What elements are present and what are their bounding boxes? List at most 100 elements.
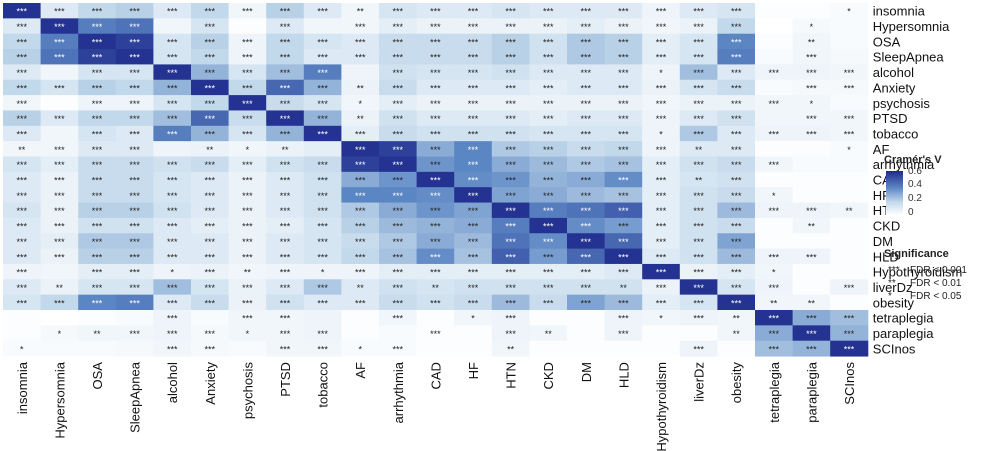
heatmap-cell (454, 279, 493, 296)
heatmap-cell (416, 310, 455, 326)
significance-mark: *** (280, 99, 291, 109)
heatmap-cell (792, 187, 831, 204)
significance-mark: *** (731, 129, 742, 139)
significance-mark: ** (620, 283, 628, 293)
significance-mark: *** (393, 191, 404, 201)
heatmap-cell (529, 248, 568, 265)
heatmap-cell (454, 33, 493, 50)
significance-mark: *** (167, 83, 178, 93)
heatmap-cell (40, 187, 79, 204)
significance-mark: *** (430, 53, 441, 63)
heatmap-cell (792, 110, 831, 127)
significance-mark: *** (505, 129, 516, 139)
significance-mark: *** (468, 237, 479, 247)
heatmap-cell (266, 64, 305, 81)
heatmap-cell (792, 156, 831, 173)
heatmap-cell (78, 156, 117, 173)
heatmap-cell (303, 187, 342, 204)
significance-mark: *** (280, 268, 291, 278)
heatmap-cell (642, 156, 681, 173)
heatmap-cell (679, 95, 718, 111)
column-label: SCInos (842, 362, 857, 405)
significance-mark: *** (693, 252, 704, 262)
significance-mark: *** (468, 99, 479, 109)
heatmap-cell (529, 33, 568, 50)
significance-mark: *** (17, 114, 28, 124)
heatmap-cell (491, 79, 530, 96)
heatmap-cell (642, 325, 681, 342)
significance-mark: *** (769, 329, 780, 339)
heatmap-cell (642, 294, 681, 311)
heatmap-cell (191, 3, 230, 19)
row-label: obesity (873, 295, 915, 310)
heatmap-cell (153, 217, 192, 234)
significance-mark: *** (393, 114, 404, 124)
heatmap-cell (755, 95, 794, 111)
column-label: alcohol (165, 362, 180, 403)
heatmap-cell (830, 263, 869, 280)
heatmap-cell (153, 95, 192, 111)
heatmap-cell (115, 202, 154, 219)
heatmap-cell (78, 125, 117, 142)
significance-mark: *** (618, 37, 629, 47)
significance-mark: *** (844, 344, 855, 354)
heatmap-cell (303, 340, 342, 357)
significance-mark: *** (280, 129, 291, 139)
significance-mark: ** (357, 283, 365, 293)
heatmap-cell (3, 64, 42, 81)
significance-mark: *** (656, 298, 667, 308)
significance-mark: *** (54, 237, 65, 247)
significance-mark: *** (769, 129, 780, 139)
heatmap-cell (416, 18, 455, 35)
significance-mark: * (246, 329, 250, 339)
heatmap-cell (642, 202, 681, 219)
heatmap-cell (642, 233, 681, 250)
significance-mark: *** (844, 83, 855, 93)
heatmap-cell (717, 141, 756, 157)
significance-mark: * (170, 268, 174, 278)
heatmap-cell (604, 263, 643, 280)
significance-mark: *** (167, 237, 178, 247)
row-label: SleepApnea (873, 50, 945, 65)
heatmap-cell (755, 141, 794, 157)
significance-mark: *** (205, 176, 216, 186)
significance-mark: *** (656, 222, 667, 232)
column-label: HTN (504, 362, 519, 389)
significance-mark: * (358, 344, 362, 354)
significance-mark: ** (357, 114, 365, 124)
row-label: liverDz (873, 280, 913, 295)
significance-mark: *** (693, 22, 704, 32)
heatmap-cell (115, 110, 154, 127)
heatmap-cell (266, 18, 305, 35)
column-label: Hypersomnia (52, 361, 67, 438)
significance-mark: *** (167, 206, 178, 216)
heatmap-cell (755, 294, 794, 311)
significance-mark: *** (581, 237, 592, 247)
row-label: tetraplegia (873, 311, 934, 326)
heatmap-cell (416, 156, 455, 173)
heatmap-cell (303, 279, 342, 296)
significance-mark: *** (129, 83, 140, 93)
column-label: paraplegia (804, 361, 819, 422)
heatmap-cell (604, 217, 643, 234)
heatmap-cell (40, 279, 79, 296)
significance-mark: *** (205, 298, 216, 308)
significance-mark: *** (355, 129, 366, 139)
colorbar-tick: 0 (908, 207, 914, 218)
significance-mark: *** (430, 222, 441, 232)
significance-mark: *** (129, 37, 140, 47)
heatmap-cell (379, 18, 418, 35)
heatmap-cell (454, 294, 493, 311)
significance-mark: *** (54, 83, 65, 93)
heatmap-cell (266, 279, 305, 296)
significance-mark: *** (242, 160, 253, 170)
significance-mark: *** (205, 222, 216, 232)
heatmap-cell (379, 263, 418, 280)
heatmap-cell (40, 125, 79, 142)
significance-mark: *** (430, 22, 441, 32)
heatmap-cell (303, 171, 342, 188)
significance-mark: *** (844, 129, 855, 139)
heatmap-cell (717, 187, 756, 204)
heatmap-cell (416, 233, 455, 250)
significance-mark: *** (618, 222, 629, 232)
